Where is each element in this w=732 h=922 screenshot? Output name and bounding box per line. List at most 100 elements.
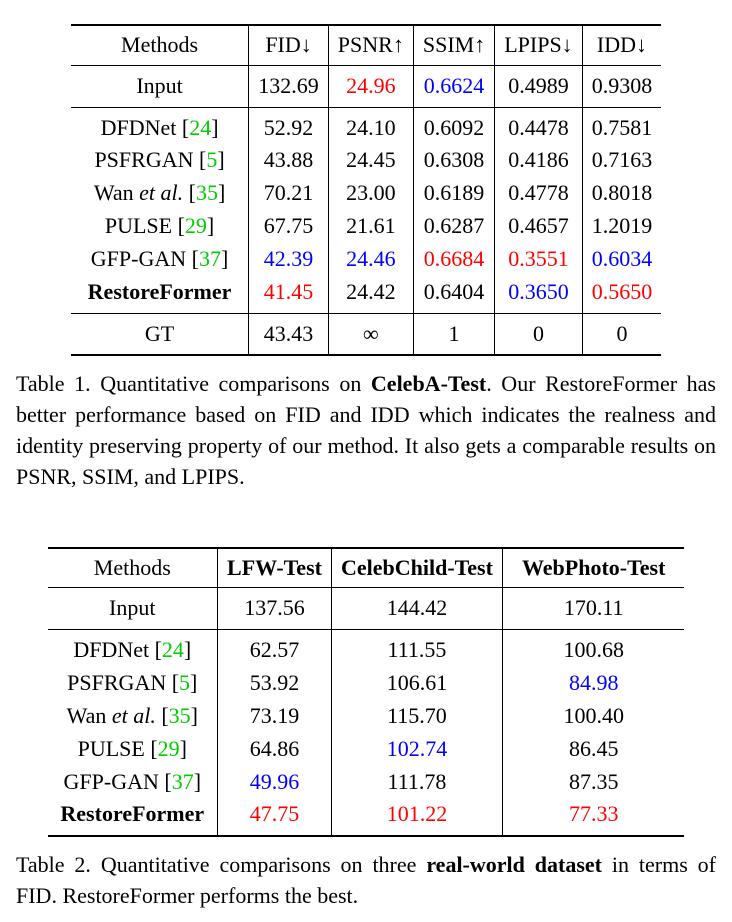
- method-cell: Input: [71, 65, 249, 107]
- method-cell: RestoreFormer: [48, 798, 218, 836]
- text-span: 100.40: [563, 702, 624, 728]
- value-cell: 24.96: [327, 65, 414, 108]
- citation-link[interactable]: 24: [189, 114, 212, 140]
- value-cell: 0.3551: [494, 242, 583, 276]
- table-row: PULSE [29] 67.75 21.61 0.6287 0.4657 1.2019: [71, 210, 662, 243]
- method-cell: PULSE [29]: [71, 210, 249, 243]
- text-span: 106.61: [386, 670, 448, 696]
- text-span: 70.21: [263, 180, 314, 206]
- method-cell: RestoreFormer: [71, 276, 249, 313]
- method-cell: Input: [48, 588, 218, 630]
- text-span: . Our RestoreFormer has better performan…: [16, 371, 716, 489]
- table-section-gt: GT 43.43 ∞ 1 0 0: [70, 313, 662, 356]
- method-cell: DFDNet [24]: [71, 107, 249, 144]
- citation-link[interactable]: 29: [184, 213, 207, 239]
- text-span: WebPhoto-Test: [521, 554, 666, 580]
- text-span: PULSE [: [104, 213, 185, 239]
- value-cell: 101.22: [330, 798, 503, 837]
- method-cell: PSFRGAN [5]: [48, 667, 218, 700]
- citation-link[interactable]: 37: [198, 245, 221, 271]
- text-span: GT: [144, 320, 175, 346]
- citation-link[interactable]: 37: [171, 768, 194, 794]
- text-span: 24.42: [346, 278, 396, 304]
- text-span: RestoreFormer: [87, 278, 232, 304]
- text-span: 41.45: [263, 278, 314, 304]
- table-row: PSFRGAN [5] 43.88 24.45 0.6308 0.4186 0.7163: [71, 144, 662, 178]
- citation-link[interactable]: 5: [179, 670, 191, 696]
- value-cell: 43.88: [248, 144, 329, 178]
- method-cell: PSFRGAN [5]: [71, 144, 249, 177]
- text-span: FID↓: [265, 32, 312, 57]
- table-section-input: Input 132.69 24.96 0.6624 0.4989 0.9308: [70, 65, 662, 108]
- table-row: Input 137.56 144.42 170.11: [48, 587, 685, 630]
- value-cell: 111.78: [330, 765, 503, 799]
- text-span: 0.6308: [423, 147, 485, 173]
- column-header: LFW-Test: [217, 547, 332, 588]
- text-span: 144.42: [386, 595, 448, 621]
- text-span: 43.88: [263, 147, 314, 173]
- text-span: SSIM↑: [422, 32, 486, 57]
- value-cell: 67.75: [248, 210, 329, 243]
- column-header: Methods: [71, 25, 249, 65]
- table-row: Wan et al. [35] 73.19 115.70 100.40: [48, 699, 685, 733]
- text-span: 0.4186: [508, 147, 569, 173]
- table-section-input: Input 137.56 144.42 170.11: [47, 587, 685, 630]
- value-cell: 0.6189: [412, 177, 495, 211]
- column-header: PSNR↑: [327, 25, 414, 66]
- celeba-test-results-table: Methods FID↓ PSNR↑ SSIM↑ LPIPS↓ IDD↓ Input 132.…: [70, 24, 662, 356]
- text-span: 0: [532, 320, 544, 346]
- text-span: 111.55: [387, 637, 447, 663]
- text-span: 67.75: [263, 213, 314, 239]
- citation-link[interactable]: 24: [161, 637, 184, 663]
- table1-block: Methods FID↓ PSNR↑ SSIM↑ LPIPS↓ IDD↓ Input 132.…: [10, 24, 722, 493]
- citation-link[interactable]: 29: [157, 735, 180, 761]
- value-cell: 42.39: [248, 242, 329, 276]
- text-span: real-world dataset: [426, 852, 602, 878]
- value-cell: 0: [494, 313, 583, 356]
- text-span: 0.5650: [591, 278, 653, 304]
- text-span: 0.4657: [508, 213, 569, 239]
- text-span: 102.74: [386, 735, 448, 761]
- text-span: ]: [217, 180, 226, 206]
- text-span: 24.45: [346, 147, 396, 173]
- text-span: 0.4778: [508, 180, 569, 206]
- text-span: Input: [136, 72, 183, 98]
- value-cell: 49.96: [217, 765, 332, 799]
- text-span: 23.00: [346, 180, 396, 206]
- text-span: ]: [211, 114, 219, 140]
- text-span: ∞: [362, 320, 379, 346]
- text-span: DFDNet [: [73, 637, 162, 663]
- text-span: [: [183, 180, 196, 206]
- text-span: RestoreFormer: [60, 801, 205, 827]
- real-world-datasets-results-table: Methods LFW-Test CelebChild-Test WebPhoto-T…: [47, 547, 685, 838]
- text-span: 0.6189: [423, 180, 485, 206]
- text-span: 100.68: [563, 637, 624, 663]
- value-cell: 100.68: [501, 629, 685, 668]
- text-span: 1: [448, 320, 460, 346]
- table-row: Input 132.69 24.96 0.6624 0.4989 0.9308: [71, 65, 662, 108]
- citation-link[interactable]: 5: [206, 147, 218, 173]
- value-cell: 24.10: [327, 107, 414, 145]
- text-span: 0.4478: [508, 114, 569, 140]
- text-span: Input: [109, 595, 156, 621]
- text-span: 24.96: [346, 72, 396, 98]
- table2-caption: Table 2. Quantitative comparisons on thr…: [16, 850, 716, 912]
- column-header: SSIM↑: [412, 25, 495, 66]
- table-row: PSFRGAN [5] 53.92 106.61 84.98: [48, 667, 685, 700]
- citation-link[interactable]: 35: [195, 180, 218, 206]
- value-cell: 0.4186: [494, 144, 583, 178]
- text-span: 0.6404: [423, 278, 485, 304]
- value-cell: 24.45: [327, 144, 414, 178]
- column-header: Methods: [48, 548, 218, 588]
- value-cell: 52.92: [248, 107, 329, 145]
- value-cell: 47.75: [217, 798, 332, 837]
- table-row: GT 43.43 ∞ 1 0 0: [71, 313, 662, 356]
- value-cell: 70.21: [248, 177, 329, 211]
- value-cell: 0.6624: [412, 65, 495, 108]
- text-span: 52.92: [263, 114, 314, 140]
- text-span: 43.43: [263, 320, 314, 346]
- text-span: 53.92: [249, 670, 300, 696]
- table-row: GFP-GAN [37] 42.39 24.46 0.6684 0.3551 0.6034: [71, 242, 662, 276]
- citation-link[interactable]: 35: [168, 702, 191, 728]
